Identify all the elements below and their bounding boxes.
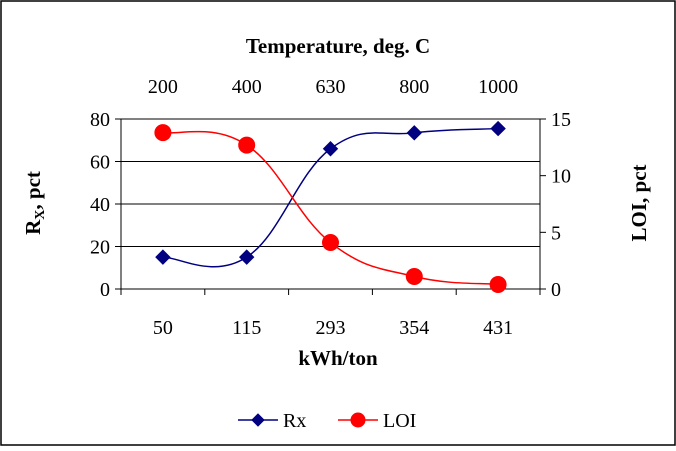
legend-rx-swatch-marker: [251, 413, 265, 427]
top-tick-label: 200: [148, 76, 178, 98]
y-right-tick-label: 5: [551, 222, 561, 244]
x-tick-label: 50: [153, 317, 173, 339]
y-left-tick-label: 80: [90, 109, 110, 131]
y-left-axis-title: RX, pct: [21, 171, 48, 235]
y-right-tick-label: 15: [551, 109, 571, 131]
y-right-axis-title: LOI, pct: [627, 164, 651, 241]
series-loi-point: [322, 234, 339, 252]
top-axis-title: Temperature, deg. C: [246, 34, 430, 58]
y-right-tick-label: 0: [551, 279, 561, 301]
x-axis-title: kWh/ton: [298, 346, 378, 370]
y-left-title-sub: X: [33, 210, 48, 220]
series-rx-point: [238, 249, 255, 265]
legend-rx-label: Rx: [283, 410, 306, 432]
series-layer: [154, 120, 507, 293]
series-rx-point: [155, 249, 171, 265]
legend-loi-label: LOI: [383, 410, 416, 432]
top-tick-label: 630: [316, 76, 346, 98]
top-tick-label: 1000: [478, 76, 518, 98]
series-loi-point: [154, 124, 172, 142]
y-left-title-rest: , pct: [21, 171, 45, 210]
series-rx-point: [490, 120, 506, 137]
series-loi-point: [405, 268, 423, 286]
y-left-title-main: R: [21, 219, 45, 235]
series-loi-point: [489, 275, 507, 293]
x-tick-label: 431: [483, 317, 513, 339]
x-tick-label: 115: [232, 317, 261, 339]
y-left-tick-label: 60: [90, 152, 110, 174]
top-tick-label: 400: [232, 76, 262, 98]
y-left-tick-label: 20: [90, 237, 110, 259]
legend: Rx LOI: [238, 410, 416, 432]
series-rx-point: [406, 125, 423, 141]
x-tick-label: 354: [399, 317, 429, 339]
x-tick-label: 293: [316, 317, 346, 339]
legend-loi-swatch-marker: [350, 412, 366, 428]
top-tick-label: 800: [399, 76, 429, 98]
series-rx-point: [322, 141, 339, 157]
y-left-tick-label: 0: [100, 279, 110, 301]
y-right-tick-label: 10: [551, 166, 571, 188]
y-left-tick-label: 40: [90, 194, 110, 216]
series-loi-point: [238, 136, 256, 154]
